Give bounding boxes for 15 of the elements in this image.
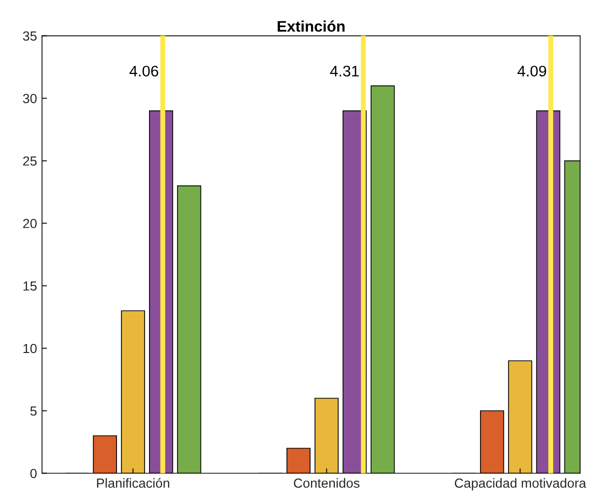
y-tick-label: 0: [30, 468, 37, 478]
y-tick-label: 25: [23, 156, 37, 166]
x-tick-label: Planificación: [97, 478, 170, 488]
y-tick-label: 20: [23, 218, 37, 228]
chart-title: Extinción: [278, 20, 345, 32]
ref-line-label: 4.09: [517, 66, 546, 77]
ref-line-label: 4.31: [330, 66, 359, 77]
x-tick-label: Contenidos: [294, 478, 360, 488]
y-tick-label: 30: [23, 94, 37, 104]
y-tick-label: 15: [24, 281, 37, 291]
y-tick-label: 35: [23, 31, 37, 41]
y-tick-label: 5: [30, 406, 37, 416]
y-tick-label: 10: [24, 344, 37, 354]
ref-line-label: 4.06: [130, 66, 158, 77]
x-tick-label: Capacidad motivadora: [454, 478, 586, 490]
